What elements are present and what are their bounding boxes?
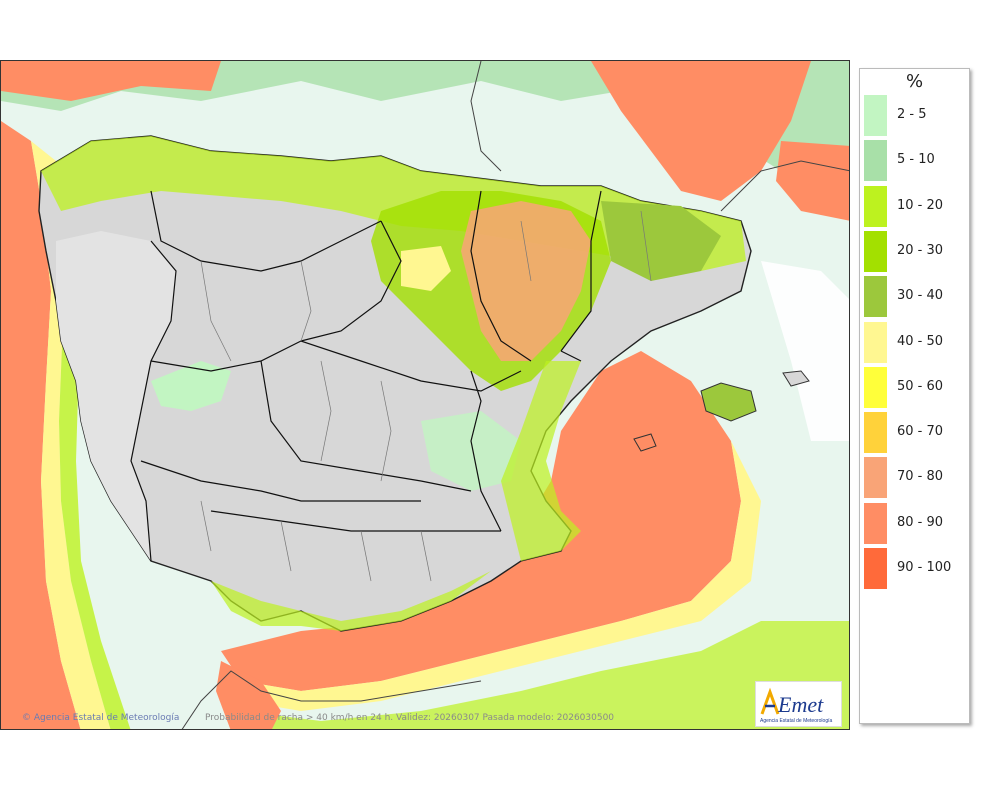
- catalonia-green: [601, 201, 721, 281]
- copyright-icon: ©: [22, 713, 31, 723]
- legend-swatch: [864, 548, 887, 589]
- france-coast: [470, 61, 502, 172]
- region-borders: [130, 190, 602, 562]
- strait-high-prob: [216, 661, 281, 729]
- agency-name: Agencia Estatal de Meteorología: [33, 713, 180, 723]
- legend-swatch: [864, 366, 887, 408]
- legend-label: 50 - 60: [897, 378, 944, 394]
- svg-text:Emet: Emet: [777, 692, 824, 717]
- mediterranean-band-yellow: [221, 351, 761, 711]
- central-green-patch: [151, 361, 231, 411]
- mallorca-island: [700, 382, 757, 422]
- sea-white-patch: [761, 261, 849, 441]
- africa-coast: [181, 670, 482, 729]
- east-coast-band: [501, 361, 581, 561]
- legend-label: 70 - 80: [897, 469, 944, 485]
- portugal-region: [56, 231, 176, 561]
- legend-label: 20 - 30: [897, 242, 944, 258]
- legend-label: 60 - 70: [897, 424, 944, 440]
- probability-map: [0, 60, 850, 730]
- sea-high-prob-nw: [1, 61, 221, 101]
- mediterranean-high-prob: [221, 351, 741, 691]
- legend-label: 40 - 50: [897, 333, 944, 349]
- navarra-yellow: [401, 246, 451, 291]
- legend-swatch: [864, 412, 887, 454]
- sea-high-prob-ne: [591, 61, 811, 201]
- logo-subtitle: Agencia Estatal de Meteorología: [760, 718, 832, 724]
- aemet-logo: Emet Agencia Estatal de Meteorología: [755, 681, 842, 727]
- map-canvas: [1, 61, 849, 729]
- legend-swatch: [864, 457, 887, 499]
- atlantic-high-prob: [1, 121, 81, 729]
- validity-caption: Probabilidad de racha > 40 km/h en 24 h.…: [205, 713, 615, 723]
- south-band-green: [232, 621, 849, 729]
- legend-unit: %: [905, 71, 924, 92]
- agency-credit: © Agencia Estatal de Meteorología: [22, 713, 179, 723]
- legend-swatch: [864, 185, 887, 227]
- aemet-logo-mark: Emet Agencia Estatal de Meteorología: [760, 687, 832, 724]
- ebro-valley-high-prob: [461, 201, 591, 361]
- legend-panel: % 2 - 5 5 - 10 10 - 20 20 - 30 30 - 40 40 - 5…: [859, 68, 970, 724]
- ibiza-island: [633, 433, 657, 452]
- atlantic-band-yellow: [31, 141, 111, 729]
- legend-label: 80 - 90: [897, 514, 944, 530]
- menorca-island: [782, 370, 810, 387]
- france-med-coast: [720, 160, 849, 212]
- east-interior-patch: [421, 411, 521, 491]
- south-coast-band: [211, 571, 491, 631]
- sea-high-prob-east: [776, 141, 849, 221]
- legend-label: 5 - 10: [897, 152, 935, 168]
- legend-swatch: [864, 321, 887, 363]
- legend-label: 2 - 5: [897, 107, 927, 122]
- legend-label: 30 - 40: [897, 288, 944, 304]
- legend-swatch: [864, 230, 887, 272]
- legend-label: 10 - 20: [897, 197, 944, 213]
- legend-swatch: [864, 276, 887, 318]
- legend-swatch: [864, 502, 887, 544]
- province-borders: [200, 210, 652, 582]
- legend-swatch: [864, 95, 887, 136]
- legend-swatch: [864, 140, 887, 182]
- legend-label: 90 - 100: [897, 560, 952, 575]
